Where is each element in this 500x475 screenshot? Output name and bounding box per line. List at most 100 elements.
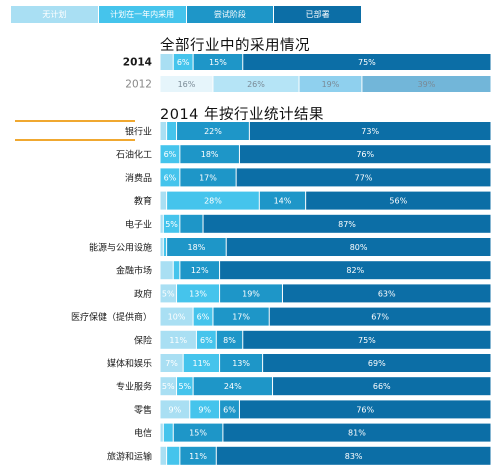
bar-segment — [243, 54, 491, 70]
bar-segment — [216, 446, 491, 465]
data-label: 69% — [368, 359, 386, 368]
data-label: 77% — [355, 173, 373, 182]
data-label: 15% — [209, 58, 227, 67]
category-label: 电信 — [134, 427, 152, 439]
legend-item-no-plan: 无计划 — [11, 6, 98, 23]
data-label: 19% — [242, 289, 260, 298]
data-label: 76% — [356, 150, 374, 159]
category-label: 石油化工 — [116, 149, 152, 161]
bar-segment — [160, 377, 177, 396]
bar-segment — [259, 191, 306, 210]
category-label: 2012 — [125, 79, 152, 91]
data-label: 5% — [162, 289, 175, 298]
bar-segment — [223, 423, 491, 442]
data-label: 83% — [345, 452, 363, 461]
bar-segment — [183, 354, 220, 372]
data-label: 11% — [192, 359, 210, 368]
data-label: 5% — [178, 382, 191, 391]
bar-segment — [177, 377, 193, 396]
bar-segment — [160, 284, 177, 303]
bar-segment — [167, 238, 226, 256]
data-label: 13% — [232, 359, 250, 368]
bar-segment — [213, 76, 299, 92]
bar-segment — [220, 261, 491, 280]
data-label: 16% — [178, 80, 196, 89]
data-label: 28% — [204, 197, 222, 206]
data-label: 6% — [177, 58, 190, 67]
bar-segment — [160, 168, 180, 187]
bar-segment — [282, 284, 491, 303]
data-label: 81% — [348, 429, 366, 438]
data-label: 11% — [169, 336, 187, 345]
bar-segment — [362, 76, 491, 92]
bar-segment — [160, 122, 167, 140]
category-label: 消费品 — [125, 172, 152, 184]
data-label: 87% — [338, 220, 356, 229]
bar-segment — [173, 423, 223, 442]
bar-segment — [239, 400, 491, 419]
bar-segment — [180, 168, 236, 187]
category-label: 专业服务 — [116, 381, 152, 393]
bar-segment — [193, 54, 243, 70]
legend: 无计划 计划在一年内采用 尝试阶段 已部署 — [11, 6, 362, 23]
bar-segment — [236, 168, 491, 187]
data-label: 22% — [204, 127, 222, 136]
bar-segment — [180, 446, 216, 465]
data-label: 10% — [168, 313, 186, 322]
data-label: 9% — [198, 405, 211, 414]
overall-adoption-title: 全部行业中的采用情况 — [160, 38, 310, 54]
data-label: 14% — [274, 197, 292, 206]
data-label: 5% — [165, 220, 178, 229]
data-label: 56% — [389, 197, 407, 206]
category-label: 医疗保健（提供商） — [71, 311, 152, 323]
bar-segment — [180, 261, 220, 280]
bar-segment — [167, 122, 177, 140]
bar-segment — [193, 307, 213, 326]
category-label: 2014 — [123, 57, 152, 69]
data-label: 67% — [371, 313, 389, 322]
category-label: 政府 — [134, 288, 152, 300]
bar-segment — [160, 238, 163, 256]
bar-segment — [269, 307, 491, 326]
bar-segment — [220, 400, 239, 419]
bar-segment — [177, 122, 249, 140]
bar-segment — [216, 330, 243, 349]
data-label: 75% — [358, 336, 376, 345]
legend-item-plan-within-year: 计划在一年内采用 — [98, 6, 186, 23]
data-label: 6% — [200, 336, 213, 345]
bar-segment — [160, 330, 196, 349]
bar-segment — [190, 400, 220, 419]
data-label: 80% — [350, 243, 368, 252]
category-label: 零售 — [134, 404, 152, 416]
bar-segment — [177, 284, 220, 303]
category-label: 教育 — [134, 195, 152, 207]
data-label: 8% — [223, 336, 236, 345]
bar-segment — [173, 54, 193, 70]
data-label: 18% — [188, 243, 206, 252]
category-label: 电子业 — [125, 218, 152, 230]
bar-segment — [160, 446, 167, 465]
bar-segment — [239, 145, 491, 164]
bar-segment — [220, 354, 263, 372]
highlight-line-bottom — [15, 139, 135, 141]
data-label: 6% — [164, 173, 177, 182]
bar-segment — [306, 191, 491, 210]
data-label: 6% — [223, 405, 236, 414]
data-label: 11% — [189, 452, 207, 461]
bar-segment — [160, 307, 193, 326]
category-label: 能源与公用设施 — [89, 242, 152, 254]
data-label: 17% — [232, 313, 250, 322]
industry-breakdown-title: 2014 年按行业统计结果 — [160, 107, 325, 123]
bar-segment — [213, 307, 269, 326]
bar-segment — [173, 261, 180, 280]
bar-segment — [160, 354, 183, 372]
data-label: 24% — [224, 382, 242, 391]
data-label: 26% — [247, 80, 265, 89]
bar-segment — [180, 145, 239, 164]
bar-segment — [196, 330, 216, 349]
category-label: 媒体和娱乐 — [107, 358, 152, 370]
bar-segment — [273, 377, 491, 396]
bar-segment — [167, 446, 180, 465]
data-label: 66% — [373, 382, 391, 391]
